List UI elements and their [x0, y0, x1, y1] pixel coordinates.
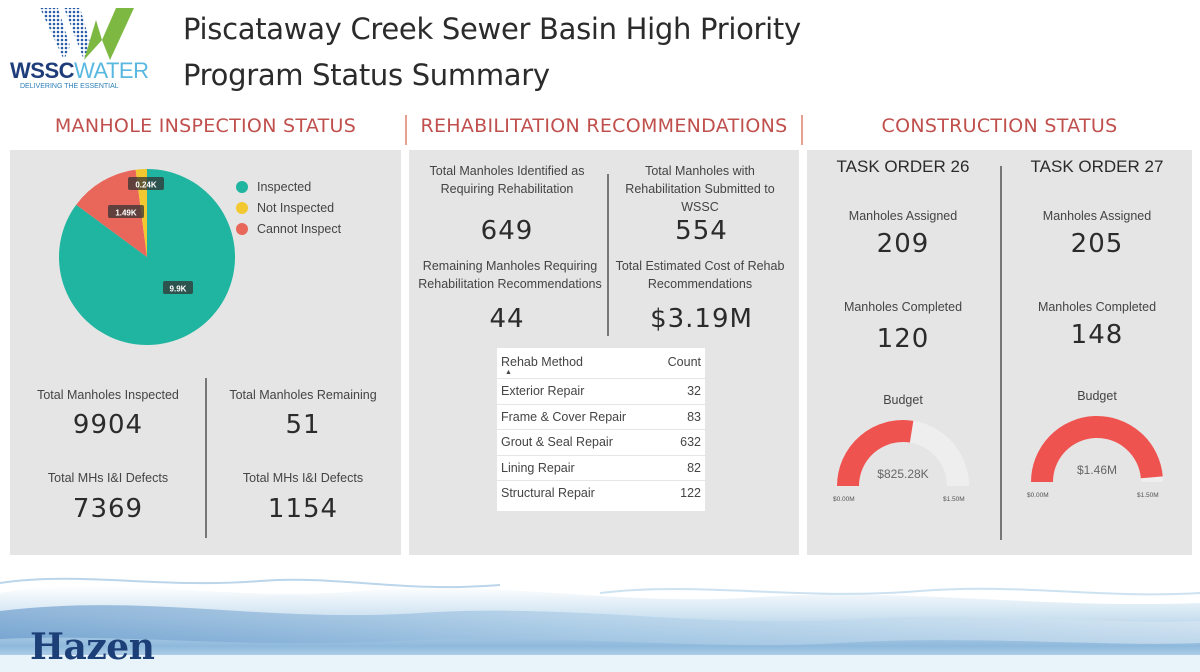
- to27-budget-max: $1.50M: [1137, 492, 1159, 499]
- cost-label: Total Estimated Cost of Rehab Recommenda…: [615, 259, 785, 291]
- svg-text:9.9K: 9.9K: [170, 285, 187, 294]
- to27-budget-label: Budget: [1077, 389, 1117, 403]
- title-line-2: Program Status Summary: [183, 58, 550, 92]
- logo-wordmark: WSSCWATER: [10, 58, 149, 83]
- section-header-construction: CONSTRUCTION STATUS: [881, 115, 1118, 137]
- table-row[interactable]: Lining Repair 82: [497, 454, 705, 481]
- total-remaining-label: Total Manholes Remaining: [229, 388, 377, 402]
- to26-budget-max: $1.50M: [943, 496, 965, 503]
- table-row[interactable]: Grout & Seal Repair 632: [497, 429, 705, 455]
- section-header-rehab: REHABILITATION RECOMMENDATIONS: [405, 115, 803, 145]
- legend-dot-inspected: [236, 180, 248, 193]
- inspection-pie-chart[interactable]: 9.9K 0.24K 1.49K: [52, 162, 242, 352]
- task-order-26-title: TASK ORDER 26: [836, 157, 970, 176]
- svg-text:1.49K: 1.49K: [115, 209, 137, 218]
- to26-budget-min: $0.00M: [833, 496, 855, 503]
- to26-budget-value: $825.28K: [877, 467, 928, 481]
- pie-legend: Inspected Not Inspected Cannot Inspect: [236, 176, 341, 239]
- cell-method: Lining Repair: [501, 460, 575, 475]
- rehab-method-table: Rehab Method ▲ Count Exterior Repair 32 F…: [497, 348, 705, 511]
- to27-budget-min: $0.00M: [1027, 492, 1049, 499]
- pie-data-label: 9.9K: [163, 281, 193, 294]
- section-header-inspection: MANHOLE INSPECTION STATUS: [54, 115, 357, 137]
- remaining-rehab-label: Remaining Manholes Requiring Rehabilitat…: [418, 259, 602, 291]
- total-remaining-value: 51: [285, 410, 321, 440]
- svg-text:0.24K: 0.24K: [135, 181, 157, 190]
- legend-item-not-inspected[interactable]: Not Inspected: [236, 197, 341, 218]
- legend-item-inspected[interactable]: Inspected: [236, 176, 341, 197]
- table-row[interactable]: Structural Repair 122: [497, 480, 705, 506]
- logo-tagline: DELIVERING THE ESSENTIAL: [20, 83, 119, 90]
- table-row[interactable]: Frame & Cover Repair 83: [497, 403, 705, 430]
- defects-left-value: 7369: [72, 494, 144, 524]
- inspection-panel: 9.9K 0.24K 1.49K Inspected Not Inspected C…: [10, 150, 401, 555]
- cell-method: Exterior Repair: [501, 384, 585, 398]
- to26-completed-label: Manholes Completed: [843, 300, 963, 314]
- to26-completed-value: 120: [876, 324, 930, 354]
- cell-count: 122: [680, 486, 701, 500]
- cell-method: Structural Repair: [501, 486, 595, 500]
- page-title: Piscataway Creek Sewer Basin High Priori…: [183, 6, 801, 98]
- title-line-1: Piscataway Creek Sewer Basin High Priori…: [183, 12, 801, 46]
- defects-left-label: Total MHs I&I Defects: [47, 471, 169, 485]
- identified-label: Total Manholes Identified as Requiring R…: [429, 164, 585, 196]
- water-wave-graphic: [0, 563, 1200, 672]
- gauge-fill: [1031, 416, 1163, 483]
- table-header: Rehab Method ▲ Count: [497, 348, 705, 378]
- to27-assigned-value: 205: [1070, 229, 1124, 259]
- wssc-logo: WSSCWATER DELIVERING THE ESSENTIAL: [6, 4, 170, 92]
- submitted-value: 554: [675, 216, 728, 246]
- identified-value: 649: [480, 216, 534, 246]
- defects-right-value: 1154: [267, 494, 339, 524]
- pie-data-label: 1.49K: [108, 205, 144, 218]
- cell-method: Frame & Cover Repair: [501, 409, 627, 424]
- to27-completed-value: 148: [1070, 320, 1124, 350]
- column-header-method[interactable]: Rehab Method: [501, 355, 584, 369]
- water-banner: [0, 563, 1200, 672]
- to27-assigned-label: Manholes Assigned: [1042, 209, 1152, 223]
- cell-count: 82: [687, 460, 701, 475]
- to27-budget-gauge[interactable]: $1.46M: [1027, 412, 1167, 488]
- pie-data-label: 0.24K: [128, 177, 164, 190]
- cell-count: 32: [687, 384, 701, 398]
- legend-dot-not-inspected: [236, 201, 248, 214]
- cell-method: Grout & Seal Repair: [501, 435, 613, 449]
- gauge-fill: [837, 420, 914, 487]
- construction-panel: TASK ORDER 26 Manholes Assigned 209 Manh…: [807, 150, 1192, 555]
- wssc-logo-mark: [40, 8, 134, 60]
- divider: [1000, 166, 1002, 540]
- to26-budget-label: Budget: [883, 393, 923, 407]
- to26-assigned-value: 209: [876, 229, 930, 259]
- to27-budget-value: $1.46M: [1077, 463, 1117, 477]
- defects-right-label: Total MHs I&I Defects: [242, 471, 364, 485]
- sort-arrow-icon[interactable]: ▲: [505, 369, 512, 376]
- legend-dot-cannot-inspect: [236, 222, 248, 235]
- column-header-count[interactable]: Count: [667, 355, 701, 369]
- rehab-panel: Total Manholes Identified as Requiring R…: [409, 150, 799, 555]
- remaining-rehab-value: 44: [489, 304, 525, 334]
- legend-label: Inspected: [257, 179, 312, 194]
- divider: [205, 378, 207, 538]
- legend-label: Not Inspected: [257, 200, 335, 215]
- cost-value: $3.19M: [650, 304, 753, 334]
- task-order-27-title: TASK ORDER 27: [1030, 157, 1164, 176]
- legend-item-cannot-inspect[interactable]: Cannot Inspect: [236, 218, 341, 239]
- total-inspected-value: 9904: [72, 410, 144, 440]
- to26-budget-gauge[interactable]: $825.28K: [833, 416, 973, 492]
- cell-count: 83: [687, 409, 701, 424]
- cell-count: 632: [680, 435, 701, 449]
- total-inspected-label: Total Manholes Inspected: [37, 388, 179, 402]
- legend-label: Cannot Inspect: [257, 221, 342, 236]
- table-row[interactable]: Exterior Repair 32: [497, 378, 705, 404]
- divider: [607, 174, 609, 336]
- to27-completed-label: Manholes Completed: [1037, 300, 1157, 314]
- to26-assigned-label: Manholes Assigned: [848, 209, 958, 223]
- submitted-label: Total Manholes with Rehabilitation Submi…: [625, 164, 775, 214]
- hazen-logo: Hazen: [30, 626, 155, 668]
